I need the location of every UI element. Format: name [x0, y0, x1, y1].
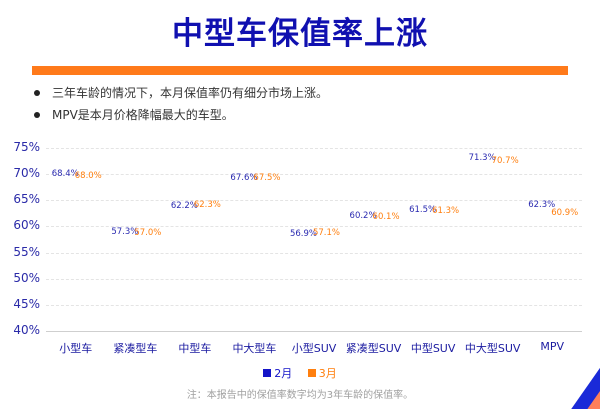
gridline: [46, 200, 582, 202]
legend-swatch-feb-icon: [263, 369, 272, 377]
legend-label: 2月: [274, 367, 293, 380]
data-label: 71.3%: [468, 153, 496, 164]
data-label: 57.1%: [312, 227, 340, 238]
gridline: [46, 148, 582, 149]
y-tick-label: 40%: [13, 323, 40, 337]
gridline: [46, 226, 582, 228]
bullet-item: MPV是本月价格降幅最大的车型。: [30, 104, 328, 126]
data-label: 67.6%: [230, 172, 258, 183]
bar-chart: 40% 45% 50% 55% 60% 65% 70% 75% 68.4% 68.0% 小型车 57.…: [0, 140, 600, 355]
y-tick-label: 50%: [13, 270, 40, 285]
gridline: [46, 304, 582, 306]
y-tick-label: 45%: [13, 296, 40, 311]
y-tick-label: 65%: [13, 192, 40, 207]
data-label: 57.3%: [111, 226, 139, 237]
corner-decoration: [540, 349, 600, 409]
x-tick-label: 中型车: [178, 342, 212, 355]
data-label: 62.3%: [193, 200, 221, 211]
data-label: 60.2%: [349, 211, 377, 222]
x-tick-label: 小型车: [59, 342, 93, 355]
y-tick-label: 75%: [13, 140, 40, 154]
legend-swatch-mar-icon: [307, 369, 316, 377]
data-label: 57.0%: [134, 228, 162, 239]
x-axis-line: [46, 331, 582, 332]
data-label: 56.9%: [289, 228, 317, 239]
data-label: 62.3%: [528, 200, 556, 211]
x-tick-label: 中型SUV: [410, 342, 456, 355]
page-title: 中型车保值率上涨: [172, 16, 428, 52]
gridline: [46, 174, 582, 176]
bullet-list: 三年车龄的情况下，本月保值率仍有细分市场上涨。 MPV是本月价格降幅最大的车型。: [30, 82, 328, 126]
gridline: [46, 252, 582, 254]
data-label: 61.5%: [409, 204, 437, 215]
x-tick-label: 中大型SUV: [464, 342, 521, 355]
y-tick-label: 70%: [13, 166, 40, 181]
data-label: 60.1%: [372, 211, 400, 222]
chart-legend: 2月 3月: [0, 365, 600, 381]
x-tick-label: MPV: [540, 340, 565, 353]
title-underline: [32, 66, 568, 75]
legend-item-mar: 3月: [307, 365, 337, 381]
data-label: 60.9%: [551, 207, 579, 218]
y-tick-label: 55%: [13, 244, 40, 259]
legend-item-feb: 2月: [263, 365, 292, 381]
x-tick-label: 中大型车: [232, 342, 277, 355]
gridline: [46, 278, 582, 280]
footnote: 注：本报告中的保值率数字均为3年车龄的保值率。: [186, 390, 414, 401]
data-label: 67.5%: [253, 173, 281, 184]
x-tick-label: 紧凑型车: [113, 342, 158, 355]
data-label: 68.0%: [74, 170, 102, 181]
data-label: 70.7%: [491, 156, 519, 167]
x-tick-label: 小型SUV: [291, 342, 337, 355]
data-label: 68.4%: [51, 168, 79, 179]
x-tick-label: 紧凑型SUV: [345, 342, 402, 355]
y-tick-label: 60%: [13, 218, 40, 233]
data-label: 61.3%: [432, 205, 460, 216]
data-label: 62.2%: [170, 200, 198, 211]
bullet-item: 三年车龄的情况下，本月保值率仍有细分市场上涨。: [30, 82, 328, 104]
legend-label: 3月: [318, 367, 337, 380]
